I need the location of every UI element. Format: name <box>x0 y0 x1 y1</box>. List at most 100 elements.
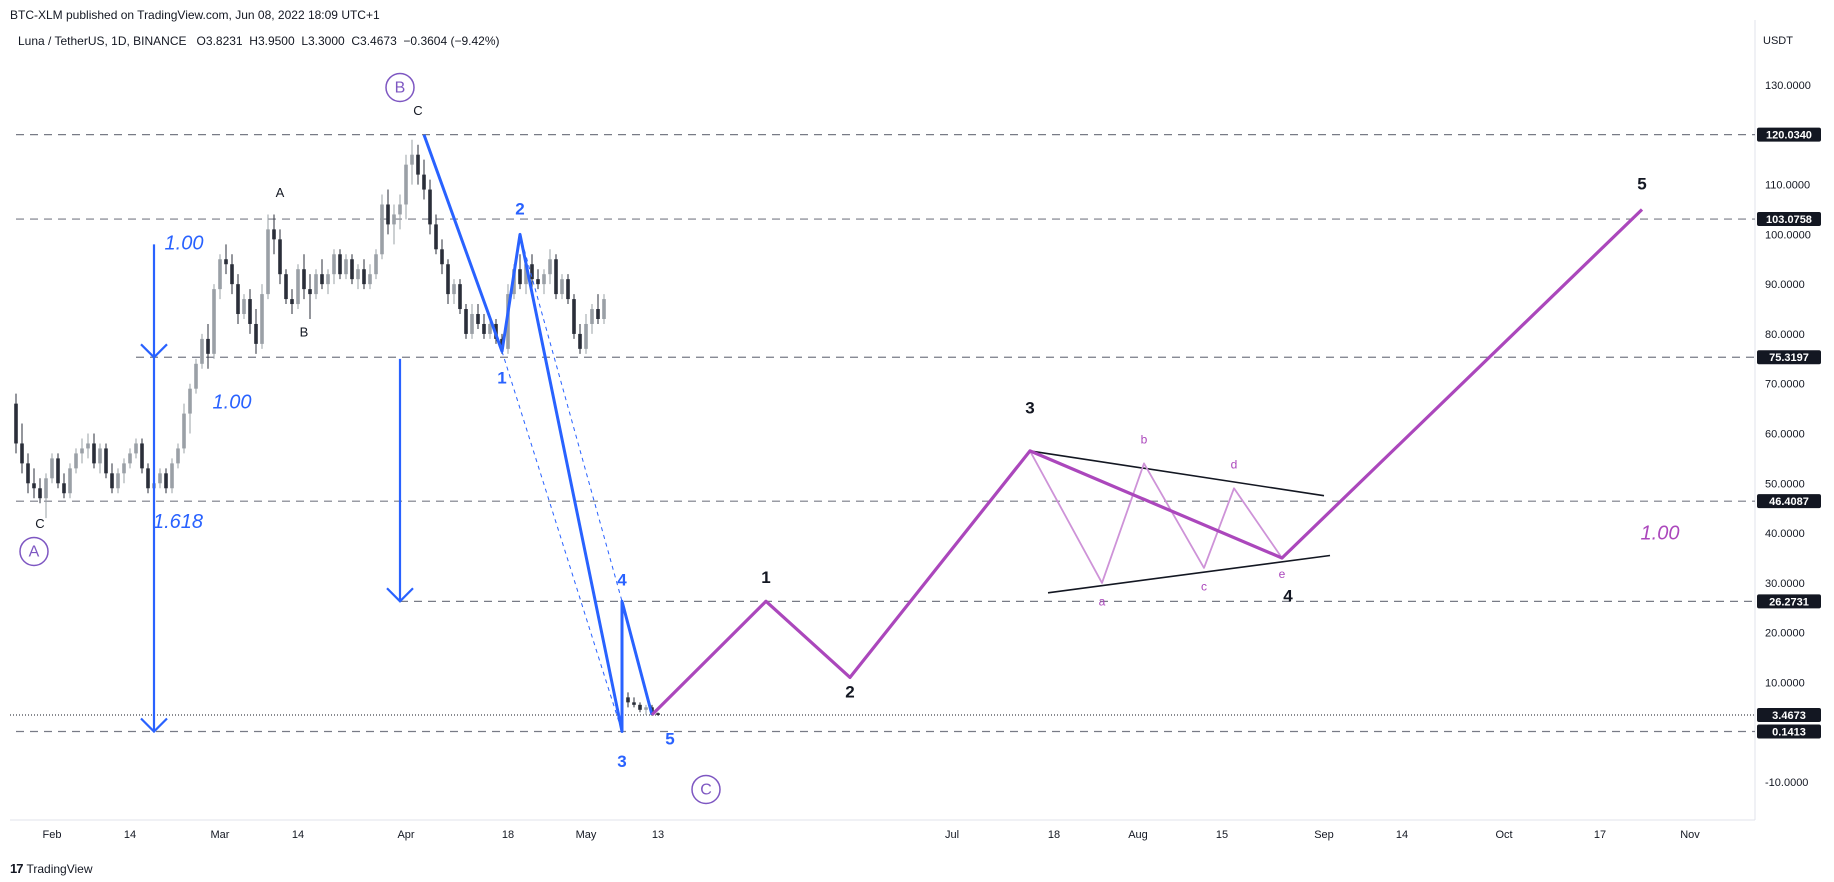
grid-layer <box>10 20 1756 821</box>
candle-body <box>362 269 366 285</box>
arrow-head <box>386 587 414 603</box>
wave-label: 1.00 <box>213 392 252 414</box>
wave-label: 4 <box>617 570 627 589</box>
wave-label: 5 <box>665 730 674 749</box>
wave-label: e <box>1279 567 1286 581</box>
candle-body <box>422 174 426 190</box>
candle-body <box>44 478 48 499</box>
x-tick-label: Feb <box>43 829 62 841</box>
publish-header: BTC-XLM published on TradingView.com, Ju… <box>10 8 380 22</box>
wave-label: C <box>35 516 44 531</box>
candle-body <box>254 323 258 344</box>
y-tick-label: 100.0000 <box>1765 229 1811 241</box>
last-price-tag <box>1757 707 1821 722</box>
candle-body <box>68 468 72 494</box>
x-tick-label: 18 <box>1048 829 1060 841</box>
candle-body <box>530 264 534 280</box>
y-tick-label: 30.0000 <box>1765 578 1805 590</box>
candle-body <box>302 269 306 290</box>
candle-body <box>536 279 540 285</box>
currency-label: USDT <box>1763 35 1793 47</box>
symbol-legend: Luna / TetherUS, 1D, BINANCE O3.8231 H3.… <box>18 34 500 48</box>
candle-body <box>524 264 528 285</box>
high-label: H <box>249 34 258 48</box>
price-level-label: 103.0758 <box>1766 214 1812 226</box>
candle-body <box>104 448 108 474</box>
candle-body <box>296 269 300 305</box>
y-tick-label: 10.0000 <box>1765 677 1805 689</box>
candle-body <box>50 458 54 479</box>
candle-body <box>266 229 270 295</box>
price-level-tag <box>1757 494 1821 509</box>
candle-body <box>578 333 582 349</box>
x-tick-label: 17 <box>1594 829 1606 841</box>
x-tick-label: Nov <box>1680 829 1700 841</box>
price-level-tag <box>1757 350 1821 365</box>
candle-body <box>482 323 486 334</box>
price-levels-layer <box>10 134 1755 733</box>
candle-body <box>194 363 198 389</box>
footer-brand: TradingView <box>26 861 93 876</box>
x-tick-label: Mar <box>211 829 230 841</box>
candle-body <box>230 264 234 285</box>
wave-label: 1.618 <box>153 511 203 533</box>
candle-body <box>446 264 450 295</box>
wave-label: c <box>1201 579 1207 593</box>
candle-body <box>458 284 462 310</box>
x-tick-label: 14 <box>1396 829 1408 841</box>
candle-body <box>440 249 444 265</box>
candle-body <box>176 448 180 464</box>
candle-body <box>158 473 162 484</box>
wave-label: A <box>29 543 40 560</box>
wave-label: d <box>1231 457 1238 471</box>
open-label: O <box>196 34 206 48</box>
candle-body <box>632 702 636 705</box>
tradingview-logo-icon: 17 <box>10 861 24 876</box>
candle-body <box>122 463 126 474</box>
wave-label: 1.00 <box>165 232 204 254</box>
x-tick-label: Oct <box>1495 829 1512 841</box>
candle-body <box>392 214 396 225</box>
candle-body <box>644 707 648 710</box>
candles-layer <box>14 139 660 716</box>
y-tick-label: 40.0000 <box>1765 528 1805 540</box>
candle-body <box>476 314 480 324</box>
candle-body <box>308 289 312 295</box>
price-level-label: 26.2731 <box>1769 596 1809 608</box>
candle-body <box>170 463 174 489</box>
candle-body <box>344 259 348 275</box>
candle-body <box>332 254 336 275</box>
price-level-label: 75.3197 <box>1769 352 1809 364</box>
candle-body <box>140 443 144 469</box>
wave-circle <box>19 536 49 567</box>
open-value: 3.8231 <box>205 34 243 48</box>
candle-body <box>596 309 600 319</box>
candle-body <box>572 299 576 334</box>
candle-body <box>338 254 342 275</box>
candle-body <box>188 388 192 414</box>
wave-label: B <box>300 324 309 339</box>
price-level-tag <box>1757 127 1821 142</box>
wave-label: 1.00 <box>1641 523 1680 545</box>
price-level-tag <box>1757 724 1821 739</box>
candle-body <box>248 299 252 324</box>
purple-wave-path <box>650 208 1644 716</box>
candle-body <box>380 204 384 255</box>
candle-body <box>164 473 168 489</box>
arrow-head <box>140 717 168 734</box>
candle-body <box>224 259 228 265</box>
candle-body <box>404 164 408 205</box>
candle-body <box>200 338 204 364</box>
y-tick-label: 80.0000 <box>1765 329 1805 341</box>
candle-body <box>38 488 42 499</box>
candle-body <box>98 448 102 464</box>
blue-wave-path <box>422 134 654 733</box>
drawings-layer <box>140 134 1644 734</box>
x-tick-label: Apr <box>397 829 414 841</box>
wave-label: 1 <box>497 369 506 388</box>
triangle-path <box>1029 450 1283 584</box>
y-tick-label: -10.0000 <box>1765 777 1808 789</box>
x-tick-label: 18 <box>502 829 514 841</box>
price-level-tag <box>1757 212 1821 227</box>
